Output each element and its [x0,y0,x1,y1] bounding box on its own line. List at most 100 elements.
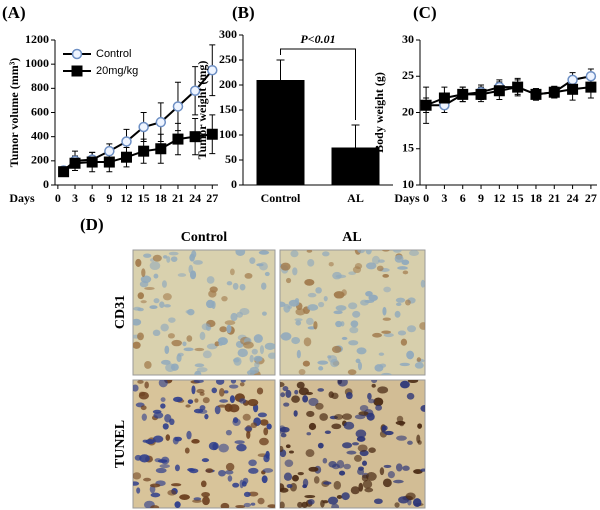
cell [184,447,190,454]
cell [371,255,380,265]
cell [239,283,246,291]
cell [193,408,204,414]
x-tick-label: 12 [493,191,505,205]
cell [167,489,177,496]
cell [302,484,308,489]
cell [407,325,417,333]
cell [191,385,196,395]
cell [346,450,357,455]
cell [174,501,181,508]
cell [395,420,406,425]
cell [291,336,301,345]
data-point [69,157,81,169]
data-point [207,64,218,76]
cell [133,472,142,480]
error-bar [157,102,164,142]
cell [201,492,210,498]
cell [138,391,149,400]
cell [232,282,239,290]
x-tick-label: 27 [206,191,218,205]
cell [191,439,200,444]
y-tick-label: 400 [31,128,49,142]
cell [256,387,264,395]
cell [303,337,312,347]
cell [153,411,164,419]
cell [365,262,377,270]
cell [365,472,377,481]
data-point [120,151,132,163]
cell [332,271,342,280]
data-point [567,83,579,95]
cell [341,336,348,340]
legend-marker [71,48,83,60]
cell [291,395,300,403]
cell [383,333,394,338]
column-label: AL [342,230,361,245]
cell [416,357,422,362]
cell [223,390,229,394]
cell [182,341,187,347]
cell [302,360,310,367]
y-tick-label: 300 [219,27,237,41]
cell [214,405,221,415]
cell [239,382,245,387]
cell [315,287,322,294]
cell [137,307,144,312]
y-tick-label: 0 [43,177,49,191]
cell [295,308,306,316]
cell [407,440,413,445]
cell [296,349,301,359]
cell [171,339,182,347]
cell [193,260,203,265]
cell [348,302,358,310]
cell [165,434,171,441]
cell [335,305,347,311]
cell [395,297,406,303]
y-tick-label: 1200 [25,32,49,46]
x-tick-label: 3 [72,191,78,205]
cell [406,392,415,400]
cell [357,444,368,452]
panel-label: (D) [80,215,104,234]
cell [398,496,409,504]
cell [194,398,199,403]
data-point [493,85,505,97]
cell [140,300,147,304]
cell [200,480,207,488]
cell [364,487,374,493]
x-tick-label: 15 [512,191,524,205]
cell [352,442,360,446]
cell [250,422,258,429]
cell [307,498,315,505]
x-tick-label: AL [347,191,364,205]
cell [229,395,235,404]
x-tick-label: 12 [120,191,132,205]
y-tick-label: 15 [402,141,414,155]
cell [186,335,193,342]
cell [419,322,425,330]
cell [226,324,232,334]
cell [206,299,215,309]
cell [192,499,202,503]
cell [160,397,166,402]
cell [381,425,386,434]
error-bar [157,133,164,164]
cell [236,443,247,452]
cell [259,437,269,446]
cell [144,286,155,290]
cell [206,276,215,284]
cell [342,413,353,420]
cell [218,341,223,347]
error-bar [174,81,181,132]
cell [322,251,330,257]
cell [243,491,251,498]
cell [414,362,424,369]
cell [376,265,384,272]
cell [407,380,419,384]
series-line [425,86,592,107]
y-tick-label: 10 [402,177,414,191]
data-point [103,156,115,168]
x-axis-title: Days [394,191,420,205]
cell [382,250,390,252]
cell [377,386,389,394]
